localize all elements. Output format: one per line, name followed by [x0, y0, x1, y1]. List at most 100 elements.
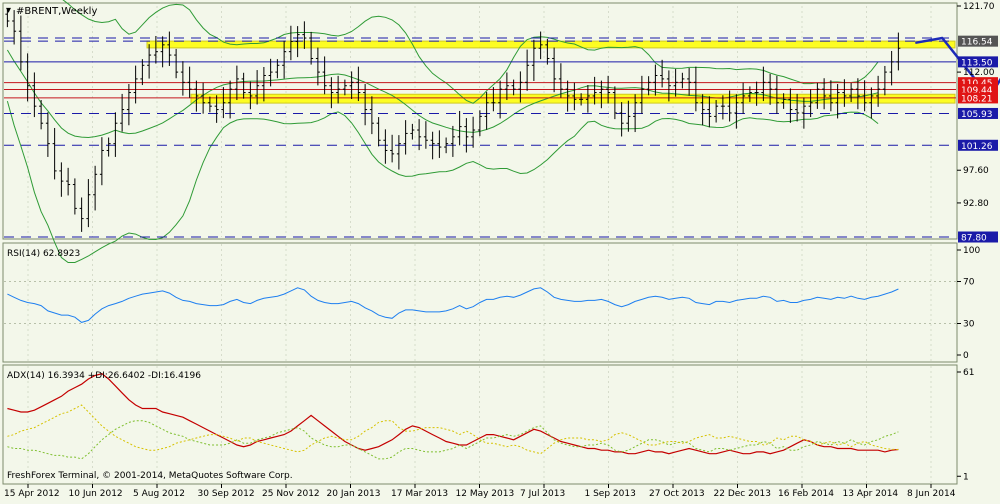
price-bar	[633, 94, 638, 133]
price-bar	[356, 66, 361, 102]
chart-title-icon[interactable]: ▾	[6, 5, 11, 16]
price-bar	[363, 84, 368, 126]
price-bar	[221, 87, 226, 119]
rsi-panel-frame	[2, 242, 958, 363]
time-label: 30 Sep 2012	[198, 489, 255, 499]
price-bar	[39, 100, 44, 130]
time-label: 25 Nov 2012	[262, 489, 320, 499]
adx-series-plusdi	[7, 420, 899, 460]
adx-series-adx	[7, 373, 899, 455]
adx-title: ADX(14) 16.3934 +DI:26.6402 -DI:16.4196	[7, 371, 201, 381]
price-bar	[592, 76, 597, 105]
time-label: 1 Sep 2013	[585, 489, 636, 499]
lower-zone	[190, 93, 956, 104]
price-bar	[720, 95, 725, 120]
price-bar	[774, 75, 779, 114]
price-tag: 109.44	[958, 84, 998, 96]
time-label: 27 Oct 2013	[649, 489, 705, 499]
price-bar	[315, 47, 320, 86]
price-tag: 113.50	[958, 56, 998, 68]
rsi-title: RSI(14) 62.8923	[7, 249, 80, 259]
price-bar	[282, 40, 287, 79]
price-bar	[504, 72, 509, 101]
price-bar	[12, 10, 17, 45]
price-bar	[207, 96, 212, 113]
price-bar	[234, 65, 239, 101]
price-bar	[606, 75, 611, 104]
price-bar	[126, 84, 131, 126]
price-bar	[741, 82, 746, 114]
price-bar	[700, 94, 705, 126]
price-bar	[376, 117, 381, 147]
price-bar	[869, 87, 874, 119]
price-bar	[228, 80, 233, 119]
price-bar	[79, 197, 84, 232]
price-bar	[680, 72, 685, 89]
price-bar	[511, 79, 516, 96]
rsi-tick-label: 70	[963, 278, 975, 288]
time-axis: 15 Apr 2012 10 Jun 2012 5 Aug 2012 30 Sep 2…	[4, 484, 956, 499]
price-bar	[261, 66, 266, 102]
price-tag: 108.21	[958, 92, 998, 104]
price-tag-label: 105.93	[961, 110, 993, 120]
price-bar	[639, 75, 644, 114]
price-bar	[86, 179, 91, 228]
price-bar	[160, 36, 165, 68]
price-tag-box	[958, 231, 998, 243]
price-bar	[896, 32, 901, 71]
price-tag-box	[958, 139, 998, 151]
price-bar	[450, 125, 455, 157]
price-tag-box	[958, 35, 998, 47]
price-tag-box	[958, 84, 998, 96]
price-bar	[93, 165, 98, 211]
price-bar	[538, 31, 543, 60]
price-bar	[477, 110, 482, 137]
copyright-text: FreshForex Terminal, © 2001-2014, MetaQu…	[7, 471, 293, 481]
price-tag-label: 101.26	[961, 142, 993, 152]
price-bars	[5, 8, 901, 232]
price-bar	[693, 66, 698, 112]
price-bar	[612, 86, 617, 120]
price-bar	[464, 118, 469, 153]
price-bar	[849, 83, 854, 103]
time-label: 13 Apr 2014	[843, 489, 899, 499]
price-axis: 121.70 112.00 97.60 92.80 100 70 30 0 61 1	[957, 2, 995, 482]
price-bar	[788, 88, 793, 123]
price-bar	[66, 167, 71, 196]
price-bar	[565, 80, 570, 112]
price-bar	[626, 100, 631, 132]
price-tag: 105.93	[958, 107, 998, 120]
price-bar	[666, 70, 671, 102]
adx-indicator	[7, 373, 899, 460]
price-tag-label: 87.80	[961, 234, 987, 244]
price-tick-label: 121.70	[963, 2, 995, 12]
price-bar	[707, 96, 712, 128]
price-bar	[248, 81, 253, 110]
price-bar	[322, 56, 327, 95]
price-bar	[579, 93, 584, 106]
chart-title: #BRENT,Weekly	[16, 6, 97, 17]
price-tag-label: 108.21	[961, 94, 993, 104]
price-bar	[437, 130, 442, 158]
price-bar	[52, 127, 57, 180]
price-tick-label: 112.00	[963, 68, 995, 78]
price-bar	[194, 80, 199, 112]
time-label: 22 Dec 2013	[714, 489, 772, 499]
highlight-zones	[146, 40, 956, 104]
price-tag: 87.80	[958, 231, 998, 244]
price-bar	[518, 71, 523, 103]
price-bar	[410, 123, 415, 140]
price-bar	[687, 68, 692, 96]
time-label: 7 Jul 2013	[520, 489, 565, 499]
price-bar	[653, 64, 658, 96]
bb-lower	[6, 100, 879, 263]
price-bar	[801, 97, 806, 129]
price-bar	[822, 78, 827, 110]
time-label: 10 Jun 2012	[69, 489, 123, 499]
time-label: 15 Apr 2012	[4, 489, 60, 499]
price-bar	[835, 84, 840, 119]
price-bar	[552, 47, 557, 93]
price-bar	[768, 73, 773, 105]
price-tag-box	[958, 77, 998, 89]
